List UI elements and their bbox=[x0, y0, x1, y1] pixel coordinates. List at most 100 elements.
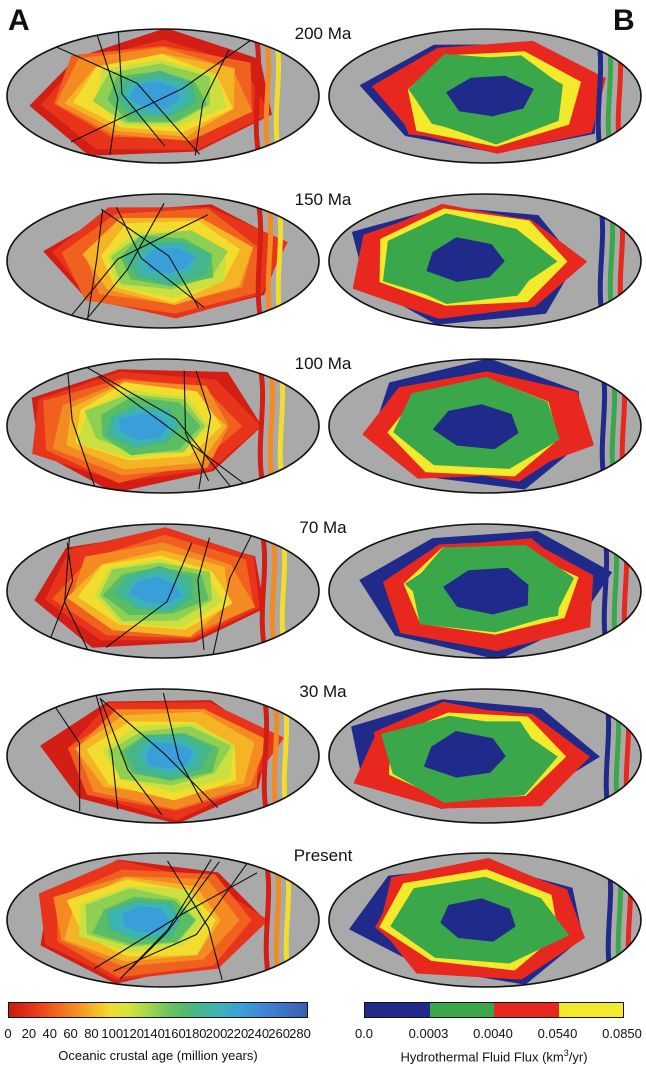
map-outline bbox=[6, 193, 320, 329]
colorbar-tick-label: 220 bbox=[226, 1026, 249, 1041]
flux-colorbar-segment bbox=[558, 1003, 623, 1017]
ocean-strip bbox=[257, 365, 267, 492]
map-outline bbox=[328, 358, 642, 494]
colorbar-tick-label: 260 bbox=[268, 1026, 290, 1041]
colorbar-tick-label: 200 bbox=[205, 1026, 228, 1041]
map-outline bbox=[6, 358, 320, 494]
crustal-age-map bbox=[4, 686, 322, 826]
era-label: 100 Ma bbox=[294, 354, 352, 373]
era-label: 30 Ma bbox=[299, 682, 347, 701]
crustal-age-map bbox=[4, 356, 322, 496]
fluid-flux-map bbox=[326, 191, 644, 331]
fluid-flux-map bbox=[326, 521, 644, 661]
plate-boundary bbox=[194, 49, 230, 156]
colorbar-tick-label: 140 bbox=[143, 1026, 165, 1041]
map-outline bbox=[328, 28, 642, 164]
plate-boundary bbox=[183, 370, 210, 482]
crustal-age-map bbox=[4, 521, 322, 661]
colorbar-tick-label: 0.0850 bbox=[602, 1026, 642, 1041]
map-outline bbox=[328, 688, 642, 824]
plate-boundary bbox=[212, 534, 253, 655]
colorbar-tick-label: 280 bbox=[289, 1026, 311, 1041]
colorbar-tick-label: 0 bbox=[4, 1026, 12, 1041]
crustal-age-map bbox=[4, 26, 322, 166]
ocean-strip bbox=[615, 859, 625, 986]
ocean-strip bbox=[261, 695, 271, 822]
plate-boundary bbox=[113, 854, 254, 972]
colorbar-tick-label: 0.0540 bbox=[537, 1026, 578, 1041]
era-label: 150 Ma bbox=[294, 190, 352, 209]
crust-age-band bbox=[145, 742, 194, 770]
ocean-strip bbox=[253, 35, 263, 162]
flux-colorbar-segment bbox=[494, 1003, 559, 1017]
colorbar-tick-label: 40 bbox=[42, 1026, 57, 1041]
plate-boundary bbox=[115, 206, 205, 308]
fluid-flux-map bbox=[326, 686, 644, 826]
era-label: 200 Ma bbox=[294, 24, 352, 43]
colorbar-tick-label: 120 bbox=[122, 1026, 144, 1041]
plate-boundary bbox=[117, 32, 166, 147]
plate-boundary bbox=[119, 858, 212, 980]
plate-boundary bbox=[67, 373, 95, 486]
flux-colorbar-segment bbox=[365, 1003, 430, 1017]
ocean-strip bbox=[597, 200, 607, 327]
age-colorbar-title: Oceanic crustal age (million years) bbox=[58, 1048, 258, 1063]
plate-boundary bbox=[96, 33, 119, 155]
age-colorbar-ticks: 0 20 40 60 80 100 120 140 160 180 200 220 240 260 280 bbox=[4, 1026, 311, 1042]
ocean-strip bbox=[623, 695, 633, 822]
panel-label-b: B bbox=[613, 4, 635, 37]
colorbar-tick-label: 0.0003 bbox=[408, 1026, 449, 1041]
plate-boundary bbox=[94, 872, 258, 969]
panel-label-a: A bbox=[8, 4, 30, 37]
colorbar-tick-label: 180 bbox=[184, 1026, 207, 1041]
map-outline bbox=[328, 523, 642, 659]
map-outline bbox=[328, 193, 642, 329]
crust-age-band bbox=[143, 248, 195, 274]
colorbar-tick-label: 20 bbox=[21, 1026, 37, 1041]
flux-band bbox=[464, 83, 512, 110]
colorbar-tick-label: 80 bbox=[84, 1026, 99, 1041]
crust-age-band bbox=[119, 413, 169, 440]
crust-age-band bbox=[122, 906, 170, 932]
ocean-strip bbox=[613, 695, 623, 822]
age-colorbar bbox=[8, 1002, 308, 1018]
ocean-strip bbox=[615, 35, 625, 162]
ocean-strip bbox=[277, 365, 287, 492]
colorbar-tick-label: 240 bbox=[247, 1026, 270, 1041]
map-outline bbox=[6, 28, 320, 164]
ocean-strip bbox=[259, 530, 269, 657]
flux-colorbar bbox=[364, 1002, 624, 1018]
ocean-strip bbox=[255, 200, 265, 327]
ocean-strip bbox=[263, 35, 273, 162]
ocean-strip bbox=[267, 365, 277, 492]
colorbar-tick-label: 100 bbox=[101, 1026, 124, 1041]
flux-band bbox=[450, 411, 501, 440]
era-label: 70 Ma bbox=[299, 518, 347, 537]
ocean-strip bbox=[599, 365, 609, 492]
fluid-flux-map bbox=[326, 356, 644, 496]
map-outline bbox=[6, 688, 320, 824]
flux-band bbox=[466, 577, 512, 605]
plate-boundary bbox=[86, 210, 104, 323]
plate-boundary bbox=[67, 214, 208, 321]
plate-boundary bbox=[105, 542, 193, 648]
plate-boundary bbox=[98, 375, 247, 486]
plate-boundary bbox=[99, 697, 219, 808]
flux-colorbar-ticks: 0.0 0.0003 0.0040 0.0540 0.0850 bbox=[355, 1026, 642, 1042]
colorbar-tick-label: 0.0 bbox=[354, 1026, 374, 1041]
crustal-age-map bbox=[4, 850, 322, 990]
map-outline bbox=[328, 852, 642, 988]
ocean-strip bbox=[621, 530, 631, 657]
plate-boundary bbox=[45, 542, 74, 651]
plate-boundary bbox=[162, 692, 204, 803]
flux-colorbar-segment bbox=[429, 1003, 494, 1017]
plate-boundary bbox=[84, 365, 233, 490]
ocean-strip bbox=[263, 859, 273, 986]
plate-boundary bbox=[48, 42, 201, 155]
ocean-strip bbox=[265, 200, 275, 327]
plate-boundary bbox=[49, 698, 81, 812]
plate-boundary bbox=[167, 860, 223, 981]
plate-boundary bbox=[82, 203, 165, 325]
ocean-strip bbox=[619, 365, 629, 492]
flux-band bbox=[442, 741, 491, 771]
